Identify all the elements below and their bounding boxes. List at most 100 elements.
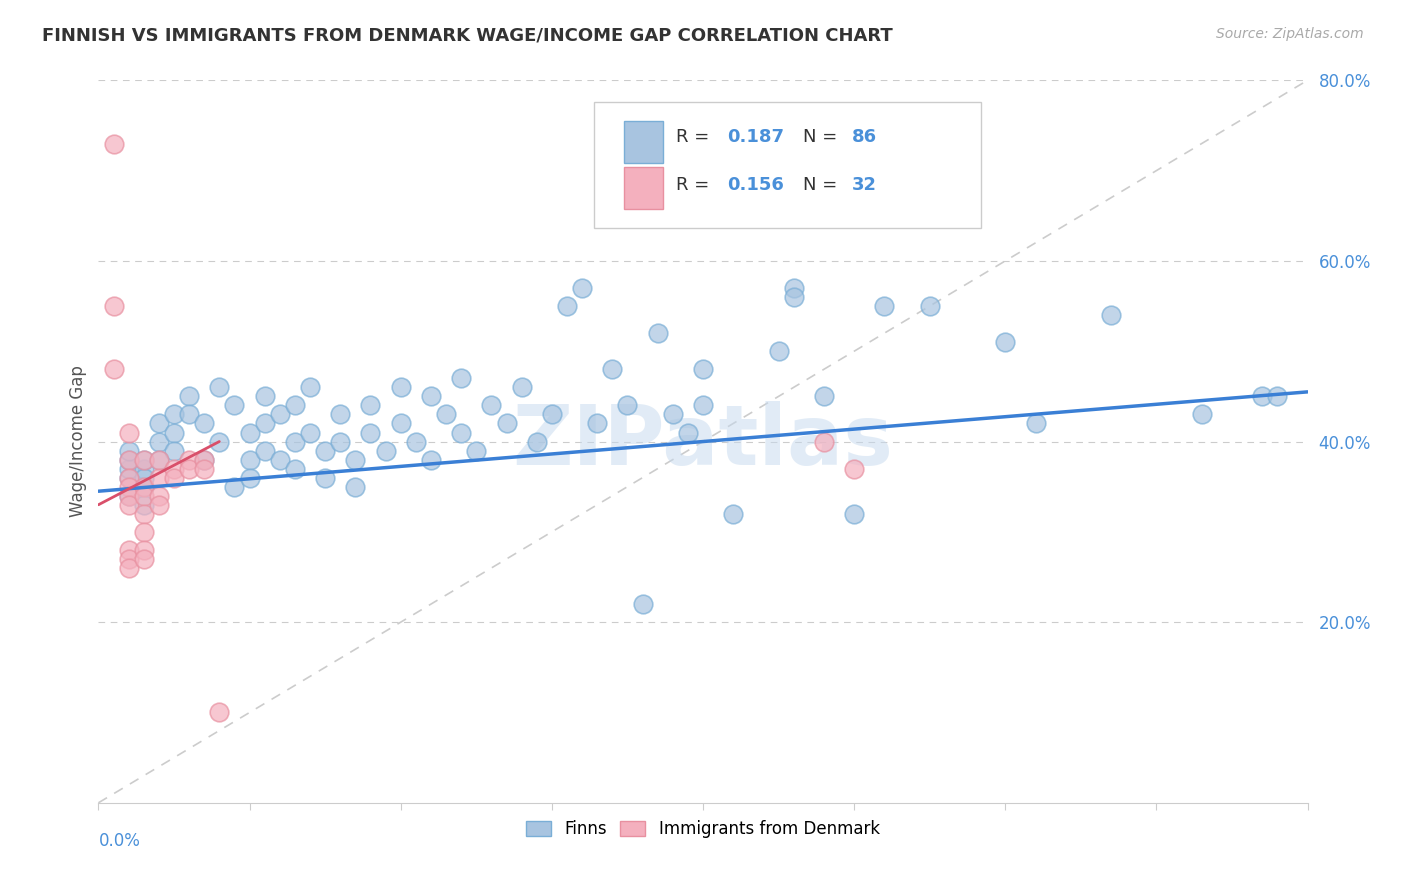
Point [132,452,155,467]
Point [284,461,307,475]
Point [284,434,307,449]
Point [193,452,215,467]
Point [389,417,412,431]
Point [132,507,155,521]
Point [163,461,186,475]
Point [118,443,141,458]
Y-axis label: Wage/Income Gap: Wage/Income Gap [69,366,87,517]
Point [118,452,141,467]
Point [179,452,201,467]
Point [103,362,125,376]
Point [873,299,896,313]
Text: R =: R = [676,128,716,145]
Point [193,452,215,467]
Legend: Finns, Immigrants from Denmark: Finns, Immigrants from Denmark [519,814,887,845]
Point [163,471,186,485]
Text: R =: R = [676,176,716,194]
Point [148,452,170,467]
Point [434,408,457,422]
Point [103,136,125,151]
Point [148,489,170,503]
Text: 32: 32 [852,176,877,194]
Point [1267,389,1289,403]
Point [344,452,367,467]
Point [420,452,443,467]
Point [132,489,155,503]
Point [813,434,835,449]
Point [329,434,352,449]
Point [118,561,141,575]
Text: N =: N = [803,176,844,194]
Point [540,408,562,422]
Point [118,480,141,494]
Point [118,471,141,485]
Point [284,398,307,412]
Point [586,417,609,431]
Point [918,299,941,313]
Point [179,408,201,422]
Point [465,443,488,458]
Point [1024,417,1046,431]
Text: 0.0%: 0.0% [98,831,141,850]
Text: Source: ZipAtlas.com: Source: ZipAtlas.com [1216,27,1364,41]
Point [676,425,699,440]
Point [1251,389,1274,403]
Point [752,163,775,178]
Point [314,443,336,458]
Point [224,480,246,494]
Point [647,326,669,340]
Point [253,389,276,403]
Text: N =: N = [803,128,844,145]
Point [193,461,215,475]
Point [118,452,141,467]
Point [193,417,215,431]
Point [481,398,503,412]
Point [1191,408,1213,422]
Point [208,380,231,394]
Point [844,507,866,521]
Point [783,290,806,304]
Point [163,425,186,440]
Point [253,417,276,431]
Point [844,461,866,475]
Text: 86: 86 [852,128,877,145]
FancyBboxPatch shape [624,167,664,209]
Point [526,434,548,449]
Point [103,299,125,313]
Point [314,471,336,485]
Point [495,417,517,431]
Point [768,344,790,359]
Point [118,461,141,475]
Point [224,398,246,412]
Text: 0.187: 0.187 [727,128,785,145]
Point [692,362,714,376]
Point [132,480,155,494]
Point [253,443,276,458]
Point [450,425,472,440]
Point [132,471,155,485]
Point [994,335,1017,350]
Point [179,461,201,475]
Point [148,471,170,485]
Point [374,443,396,458]
Point [344,480,367,494]
Point [269,452,291,467]
Point [239,471,262,485]
Point [163,443,186,458]
Point [118,542,141,557]
Point [132,461,155,475]
Point [329,408,352,422]
Point [783,281,806,295]
Point [132,552,155,566]
Point [118,498,141,512]
Point [132,542,155,557]
Point [118,425,141,440]
FancyBboxPatch shape [624,121,664,163]
Point [813,389,835,403]
Point [661,408,683,422]
Point [299,380,322,394]
Point [118,471,141,485]
Point [510,380,533,394]
Point [132,480,155,494]
Point [723,507,745,521]
